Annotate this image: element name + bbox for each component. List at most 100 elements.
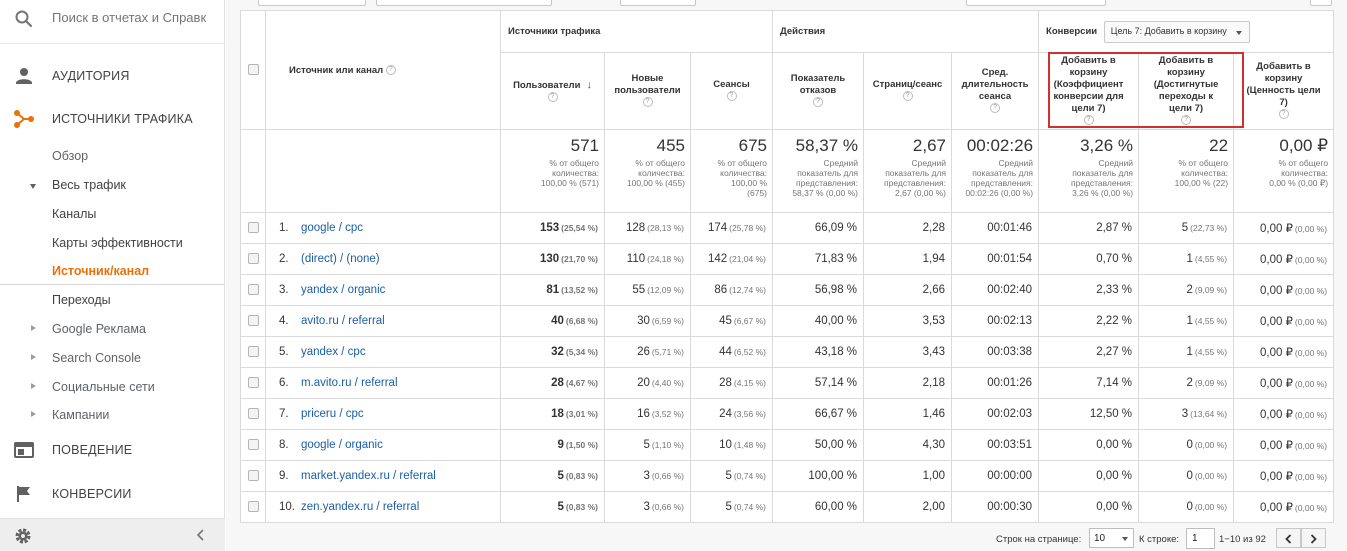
help-icon[interactable]: ? bbox=[726, 91, 737, 102]
nav-item-google-ads[interactable]: Google Реклама bbox=[52, 322, 146, 336]
row-checkbox[interactable] bbox=[247, 470, 259, 482]
top-control[interactable] bbox=[620, 0, 696, 6]
help-icon[interactable]: ? bbox=[642, 97, 653, 108]
row-checkbox[interactable] bbox=[247, 501, 259, 513]
table-row[interactable]: 5. yandex / cpc 32 (5,34 %) 26 (5,71 %) 44 (6,5… bbox=[240, 336, 1335, 368]
table-row[interactable]: 10. zen.yandex.ru / referral 5 (0,83 %) 3 (0,… bbox=[240, 491, 1335, 523]
help-icon[interactable]: ? bbox=[385, 64, 396, 75]
source-link[interactable]: yandex / organic bbox=[301, 284, 386, 296]
next-page-button[interactable] bbox=[1301, 528, 1326, 548]
help-icon[interactable]: ? bbox=[990, 103, 1001, 114]
help-icon[interactable]: ? bbox=[1181, 115, 1192, 126]
nav-item-treemaps[interactable]: Карты эффективности bbox=[52, 236, 183, 250]
source-link[interactable]: yandex / cpc bbox=[301, 346, 366, 358]
row-checkbox[interactable] bbox=[247, 222, 259, 234]
nav-item-search-console[interactable]: Search Console bbox=[52, 351, 141, 365]
table-row[interactable]: 8. google / organic 9 (1,50 %) 5 (1,10 %) 10 (1… bbox=[240, 429, 1335, 461]
row-checkbox[interactable] bbox=[247, 377, 259, 389]
nav-item-campaigns[interactable]: Кампании bbox=[52, 408, 110, 422]
metric-value: 40,00 % bbox=[814, 315, 858, 327]
goal-select[interactable]: Цель 7: Добавить в корзину bbox=[1103, 20, 1250, 43]
total-subtext-line: Средний bbox=[1098, 158, 1134, 168]
top-control[interactable] bbox=[1310, 0, 1332, 6]
gear-icon[interactable] bbox=[14, 527, 32, 545]
nav-section-behavior[interactable]: ПОВЕДЕНИЕ bbox=[0, 432, 225, 468]
nav-section-acquisition[interactable]: ИСТОЧНИКИ ТРАФИКА bbox=[0, 101, 225, 137]
column-header[interactable]: Показатель отказов? bbox=[772, 52, 865, 130]
metric-value: 2,00 bbox=[922, 501, 946, 513]
column-header[interactable]: Страниц/сеанс? bbox=[863, 52, 953, 130]
expand-arrow-icon[interactable] bbox=[31, 383, 36, 389]
top-control[interactable] bbox=[966, 0, 1106, 6]
nav-item-social[interactable]: Социальные сети bbox=[52, 380, 155, 394]
nav-item-channels[interactable]: Каналы bbox=[52, 207, 97, 221]
table-row[interactable]: 6. m.avito.ru / referral 28 (4,67 %) 20 (4,40… bbox=[240, 367, 1335, 399]
source-link[interactable]: (direct) / (none) bbox=[301, 253, 380, 265]
source-link[interactable]: avito.ru / referral bbox=[301, 315, 385, 327]
table-row[interactable]: 3. yandex / organic 81 (13,52 %) 55 (12,09 %)… bbox=[240, 274, 1335, 306]
column-header[interactable]: Сред. длительность сеанса? bbox=[951, 52, 1040, 130]
row-checkbox[interactable] bbox=[247, 439, 259, 451]
select-all-checkbox[interactable] bbox=[247, 64, 259, 76]
total-value: 675 bbox=[738, 136, 768, 155]
row-checkbox[interactable] bbox=[247, 346, 259, 358]
sort-desc-icon[interactable]: ↓ bbox=[586, 78, 592, 91]
help-icon[interactable]: ? bbox=[1083, 115, 1094, 126]
column-header[interactable]: Добавить в корзину (Ценность цели 7)? bbox=[1233, 52, 1335, 130]
help-icon[interactable]: ? bbox=[902, 91, 913, 102]
row-checkbox[interactable] bbox=[247, 253, 259, 265]
metric-cell: 00:01:54 bbox=[951, 243, 1040, 275]
column-header-text: Показатель bbox=[790, 73, 846, 84]
search-bar[interactable]: Поиск в отчетах и Справк bbox=[0, 0, 225, 44]
expand-arrow-icon[interactable] bbox=[31, 325, 36, 331]
table-row[interactable]: 2. (direct) / (none) 130 (21,70 %) 110 (24,18… bbox=[240, 243, 1335, 275]
nav-section-label: КОНВЕРСИИ bbox=[52, 487, 132, 501]
source-cell: 6. m.avito.ru / referral bbox=[265, 367, 501, 399]
expand-arrow-icon[interactable] bbox=[30, 184, 36, 189]
dimension-header[interactable]: Источник или канал ? bbox=[265, 10, 501, 130]
source-link[interactable]: priceru / cpc bbox=[301, 408, 364, 420]
help-icon[interactable]: ? bbox=[547, 91, 558, 102]
help-icon[interactable]: ? bbox=[813, 97, 824, 108]
row-checkbox[interactable] bbox=[247, 408, 259, 420]
column-header[interactable]: Добавить в корзину (Коэффициент конверсии д… bbox=[1038, 52, 1140, 130]
nav-item-overview[interactable]: Обзор bbox=[52, 149, 89, 163]
sidebar-footer bbox=[0, 518, 225, 551]
source-link[interactable]: zen.yandex.ru / referral bbox=[301, 501, 420, 513]
nav-item-all-traffic[interactable]: Весь трафик bbox=[52, 178, 126, 192]
help-icon[interactable]: ? bbox=[1278, 109, 1289, 120]
source-link[interactable]: m.avito.ru / referral bbox=[301, 377, 398, 389]
total-subtext-line: 00:02:26 (0,00 %) bbox=[965, 188, 1034, 198]
table-row[interactable]: 1. google / cpc 153 (25,54 %) 128 (28,13 %) 17… bbox=[240, 212, 1335, 244]
metric-cell: 55 (12,09 %) bbox=[604, 274, 691, 306]
table-row[interactable]: 7. priceru / cpc 18 (3,01 %) 16 (3,52 %) 24 (3,… bbox=[240, 398, 1335, 430]
row-checkbox[interactable] bbox=[247, 284, 259, 296]
expand-arrow-icon[interactable] bbox=[31, 354, 36, 360]
metric-cell: 5 (0,83 %) bbox=[500, 460, 605, 492]
metric-value: 40 bbox=[551, 315, 564, 327]
top-control[interactable] bbox=[258, 0, 366, 6]
expand-arrow-icon[interactable] bbox=[31, 411, 36, 417]
top-control[interactable] bbox=[376, 0, 552, 6]
table-row[interactable]: 4. avito.ru / referral 40 (6,68 %) 30 (6,59 %… bbox=[240, 305, 1335, 337]
source-link[interactable]: market.yandex.ru / referral bbox=[301, 470, 436, 482]
row-checkbox[interactable] bbox=[247, 315, 259, 327]
goto-row-input[interactable]: 1 bbox=[1186, 528, 1215, 549]
nav-section-audience[interactable]: АУДИТОРИЯ bbox=[0, 58, 225, 94]
column-header[interactable]: Сеансы? bbox=[689, 52, 774, 130]
column-header[interactable]: Пользователи ↓? bbox=[500, 52, 605, 130]
totals-cell: 58,37 % Средний показатель для представлени… bbox=[772, 129, 865, 213]
metric-percent: (0,66 %) bbox=[651, 471, 684, 481]
source-link[interactable]: google / cpc bbox=[301, 222, 364, 234]
nav-item-source-medium[interactable]: Источник/канал bbox=[52, 264, 150, 278]
collapse-sidebar-icon[interactable] bbox=[196, 529, 206, 541]
source-link[interactable]: google / organic bbox=[301, 439, 383, 451]
rows-per-page-select[interactable]: 10 bbox=[1089, 528, 1134, 548]
prev-page-button[interactable] bbox=[1276, 528, 1301, 548]
nav-item-referrals[interactable]: Переходы bbox=[52, 293, 111, 307]
total-subtext: Средний показатель для представления: 58,37… bbox=[777, 158, 858, 198]
table-row[interactable]: 9. market.yandex.ru / referral 5 (0,83 %) 3(… bbox=[240, 460, 1335, 492]
nav-section-conversions[interactable]: КОНВЕРСИИ bbox=[0, 476, 225, 512]
column-header[interactable]: Новые пользователи? bbox=[604, 52, 691, 130]
